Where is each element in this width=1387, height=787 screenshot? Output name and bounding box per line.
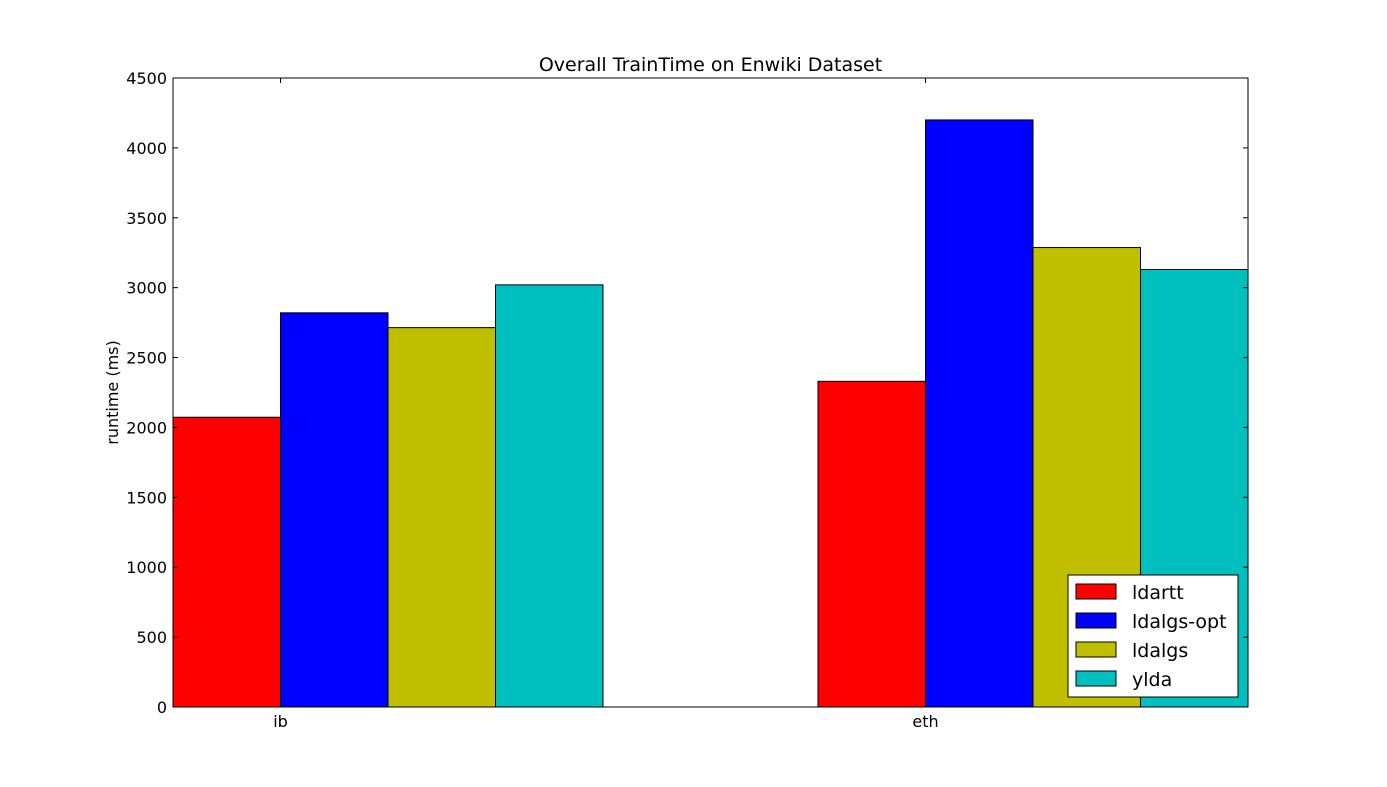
y-tick-label: 2000 [126, 418, 167, 437]
y-tick-label: 0 [157, 698, 167, 717]
x-tick-label: eth [912, 712, 938, 731]
y-tick-label: 2500 [126, 349, 167, 368]
y-tick-label: 4000 [126, 139, 167, 158]
legend-swatch-ylda [1075, 670, 1117, 687]
y-tick-label: 4500 [126, 69, 167, 88]
chart-title: Overall TrainTime on Enwiki Dataset [539, 54, 882, 76]
y-axis-label: runtime (ms) [103, 340, 122, 445]
legend-label-ldalgs: ldalgs [1132, 640, 1188, 662]
legend-swatch-ldalgs-opt [1075, 612, 1117, 629]
y-tick-label: 3500 [126, 209, 167, 228]
bar-eth-ldartt [817, 380, 926, 708]
ticks-layer: 0 500 1000 1500 2000 2500 3000 3500 4000 4500 ib et… [126, 69, 1248, 731]
y-tick-label: 1000 [126, 558, 167, 577]
legend: ldartt ldalgs-opt ldalgs ylda [1067, 574, 1239, 698]
y-tick-label: 3000 [126, 279, 167, 298]
bar-ib-ylda [495, 284, 604, 708]
bar-ib-ldalgs-opt [280, 312, 389, 708]
x-tick-label: ib [273, 712, 288, 731]
legend-swatch-ldartt [1075, 583, 1117, 600]
bar-eth-ldalgs-opt [925, 119, 1034, 708]
plot-frame [172, 77, 1249, 708]
bar-ib-ldartt [172, 416, 281, 708]
y-tick-label: 500 [136, 628, 167, 647]
legend-label-ldalgs-opt: ldalgs-opt [1132, 611, 1227, 633]
legend-swatch-ldalgs [1075, 641, 1117, 658]
y-tick-label: 1500 [126, 488, 167, 507]
legend-label-ldartt: ldartt [1132, 582, 1184, 604]
bar-ib-ldalgs [387, 327, 496, 708]
legend-label-ylda: ylda [1132, 669, 1172, 691]
